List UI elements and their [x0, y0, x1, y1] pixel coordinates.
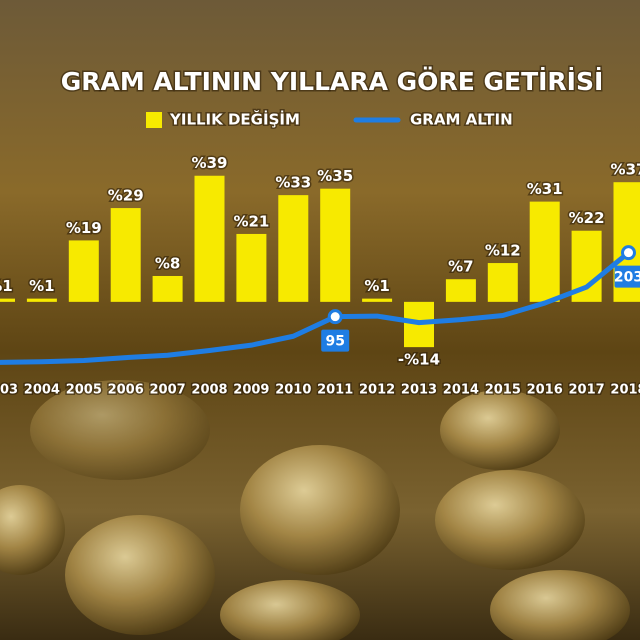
legend-swatch: [146, 112, 162, 128]
x-tick-label: 2015: [485, 383, 521, 398]
x-tick-label: 2009: [233, 383, 269, 398]
x-tick-label: 2011: [317, 383, 353, 398]
point-label-box: [321, 329, 350, 352]
bar: [194, 175, 225, 302]
bar: [487, 263, 518, 302]
legend: YILLIK DEĞİŞİM GRAM ALTIN: [146, 108, 514, 130]
bar-value-label: %35: [317, 167, 353, 185]
bar: [26, 298, 57, 302]
bar-value-label: %1: [0, 277, 13, 295]
bar-value-label: %33: [275, 174, 311, 192]
bar-value-label: %39: [192, 154, 228, 172]
x-tick-label: 2010: [275, 383, 311, 398]
x-tick-label: 2012: [359, 383, 395, 398]
bar: [278, 195, 309, 302]
bar-value-label: %1: [364, 277, 389, 295]
bar-value-label: %22: [569, 209, 605, 227]
bar-value-label: %7: [448, 258, 473, 276]
bar: [152, 275, 183, 302]
bar-value-label: %21: [233, 212, 269, 230]
x-tick-label: 2013: [401, 383, 437, 398]
x-tick-label: 2004: [24, 383, 60, 398]
bar: [236, 233, 267, 302]
bar-value-label: %12: [485, 242, 521, 260]
x-tick-label: 2014: [443, 383, 479, 398]
x-tick-label: 2018: [610, 383, 640, 398]
bar-value-label: %1: [29, 277, 54, 295]
line-point: [621, 245, 636, 261]
bar-value-label: %29: [108, 187, 144, 205]
plot-area: 2003 2004 2005 2006 2007 2008 2009 2010 2011 2012…: [0, 153, 640, 399]
bar: [445, 279, 476, 302]
bar-value-label: %37: [611, 161, 640, 179]
line-point: [327, 309, 343, 325]
chart-title: GRAM ALTININ YILLARA GÖRE GETİRİSİ: [61, 66, 604, 96]
x-tick-label: 2008: [191, 383, 227, 398]
x-tick-label: 2005: [66, 383, 102, 398]
bar: [529, 201, 560, 302]
bar-value-label: %19: [66, 219, 102, 237]
legend-label: YILLIK DEĞİŞİM: [169, 110, 300, 129]
bar: [110, 208, 141, 302]
gold-nuggets: [0, 380, 630, 640]
bar-value-label: %8: [155, 254, 180, 272]
x-tick-label: 2017: [569, 383, 605, 398]
x-tick-label: 2016: [527, 383, 563, 398]
point-label: 95: [325, 334, 344, 350]
legend-label: GRAM ALTIN: [410, 111, 513, 129]
point-label-box: [614, 265, 640, 288]
bar: [362, 298, 393, 302]
bar-value-label: -%14: [398, 351, 440, 369]
x-tick-label: 2006: [108, 383, 144, 398]
point-label: 203: [614, 270, 640, 286]
bar-value-label: %31: [527, 180, 563, 198]
line: [0, 250, 631, 365]
bar: [320, 188, 351, 302]
bar: [68, 240, 99, 302]
x-tick-label: 2003: [0, 383, 18, 398]
bar: [0, 298, 15, 302]
x-tick-label: 2007: [150, 383, 186, 398]
